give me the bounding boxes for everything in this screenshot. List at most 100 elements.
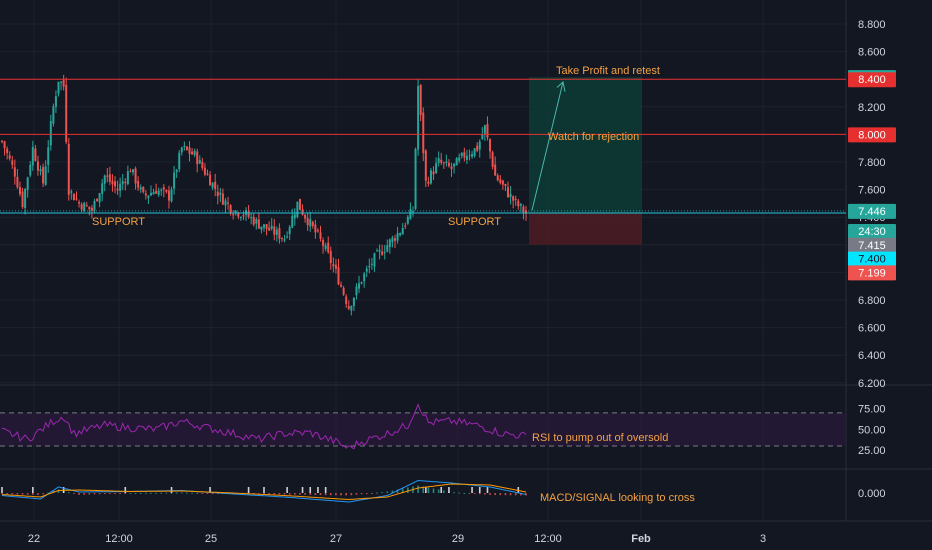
macd-histogram-bar (170, 487, 173, 493)
candle-body (203, 167, 206, 175)
candle-body (80, 204, 83, 210)
macd-histogram-bar (134, 492, 137, 494)
candle-body (334, 264, 337, 269)
candle-body (350, 306, 353, 311)
candle-body (419, 84, 422, 116)
price-badge-label: 7.400 (858, 254, 886, 266)
macd-histogram-bar (494, 493, 496, 496)
macd-histogram-bar (258, 493, 260, 495)
candle-body (522, 206, 525, 213)
macd-histogram-bar (216, 493, 219, 494)
candle-body (147, 195, 150, 198)
macd-histogram-bar (319, 493, 322, 496)
candle-body (42, 167, 45, 184)
candle-body (396, 233, 399, 241)
signal-line (1, 483, 527, 501)
candle-body (155, 190, 158, 194)
candle-body (121, 181, 124, 185)
macd-histogram-bar (473, 493, 476, 494)
macd-histogram-bar (440, 487, 443, 493)
candle-body (124, 182, 127, 184)
candle-body (342, 287, 345, 295)
macd-histogram-bar (425, 487, 427, 493)
macd-histogram-bar (21, 493, 24, 495)
candle-body (93, 201, 96, 211)
macd-histogram-bar (191, 492, 193, 494)
candle-body (234, 210, 237, 213)
price-badge-label: 24:30 (858, 226, 886, 238)
candle-body (26, 177, 29, 190)
macd-histogram-bar (16, 493, 19, 495)
macd-histogram-bar (124, 493, 127, 494)
macd-histogram-bar (335, 493, 337, 496)
candle-body (373, 253, 376, 267)
candle-body (280, 238, 283, 240)
candle-body (486, 123, 489, 138)
candle-body (6, 148, 9, 154)
candle-body (352, 297, 355, 307)
candle-body (252, 217, 255, 225)
candle-body (3, 141, 6, 149)
macd-histogram-bar (432, 488, 435, 493)
time-tick-label: 25 (205, 533, 217, 545)
macd-histogram-bar (93, 493, 96, 495)
candle-body (411, 211, 414, 213)
candle-body (458, 157, 461, 161)
macd-histogram-bar (247, 487, 250, 493)
macd-histogram-bar (376, 492, 378, 494)
candle-body (52, 106, 55, 124)
macd-histogram-bar (314, 493, 317, 495)
macd-histogram-bar (83, 493, 85, 495)
candle-body (422, 112, 425, 153)
macd-histogram-bar (381, 492, 383, 494)
candle-body (119, 183, 122, 191)
candle-body (255, 219, 258, 224)
candle-body (293, 214, 296, 219)
candle-body (327, 242, 330, 253)
candle-body (98, 193, 101, 203)
candle-body (29, 164, 32, 176)
time-axis[interactable]: 22 12:00 25 27 29 12:00 Feb 3 (28, 533, 766, 545)
candle-body (468, 155, 471, 157)
candle-body (170, 189, 173, 202)
candle-body (306, 218, 309, 226)
candle-body (221, 193, 224, 205)
time-tick-label: 12:00 (105, 533, 133, 545)
macd-histogram-bar (401, 488, 404, 493)
candle-body (386, 245, 389, 252)
candle-body (296, 201, 299, 218)
candle-body (347, 306, 350, 309)
candle-body (483, 125, 486, 134)
candle-body (96, 198, 99, 202)
candle-body (460, 152, 463, 156)
candle-body (388, 239, 391, 247)
candle-body (1, 140, 3, 142)
horizontal-lines[interactable] (0, 78, 846, 214)
candle-body (162, 187, 165, 190)
candle-body (198, 159, 201, 164)
candle-body (391, 237, 394, 243)
candle-body (278, 228, 281, 239)
candle-body (111, 180, 114, 185)
candle-body (157, 190, 160, 195)
macd-histogram-bar (98, 493, 101, 495)
price-tick-label: 6.600 (858, 323, 886, 335)
annotation-label: Watch for rejection (548, 131, 639, 143)
macd-line (1, 479, 527, 503)
macd-histogram-bar (181, 492, 183, 494)
candle-body (216, 191, 219, 197)
candle-body (322, 240, 325, 247)
candle-body (85, 205, 88, 207)
candle-body (239, 217, 242, 219)
macd-histogram-bar (386, 491, 389, 493)
macd-histogram-bar (26, 493, 29, 495)
macd-histogram-bar (345, 493, 347, 496)
candle-body (103, 175, 106, 184)
candle-body (517, 200, 520, 207)
candle-body (88, 206, 91, 210)
candle-body (132, 169, 134, 173)
candle-body (24, 189, 27, 208)
macd-histogram-bar (286, 487, 288, 493)
